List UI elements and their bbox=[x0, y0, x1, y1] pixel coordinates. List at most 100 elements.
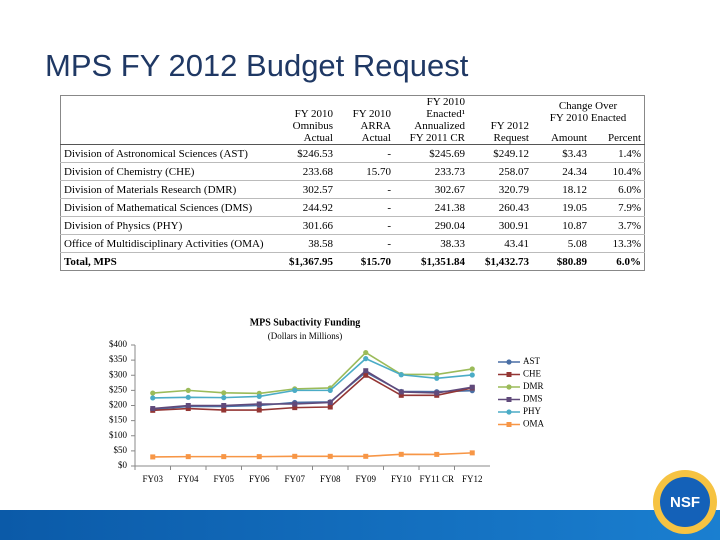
header-cell: FY 2010 ARRA Actual bbox=[336, 95, 394, 145]
data-point bbox=[398, 451, 404, 457]
cell-value: $1,351.84 bbox=[394, 252, 468, 271]
data-point bbox=[327, 453, 333, 459]
data-point bbox=[150, 395, 156, 401]
series-line bbox=[152, 374, 473, 412]
cell-value: - bbox=[336, 144, 394, 163]
data-point bbox=[363, 349, 369, 356]
chart-title: MPS Subactivity Funding bbox=[250, 317, 361, 328]
table-row: Division of Chemistry (CHE) 233.68 15.70 23… bbox=[60, 162, 645, 181]
table-row: Office of Multidisciplinary Activities (… bbox=[60, 234, 645, 253]
data-point bbox=[185, 454, 191, 460]
data-point bbox=[185, 394, 191, 400]
row-label: Division of Astronomical Sciences (AST) bbox=[60, 144, 272, 163]
cell-value: 38.33 bbox=[394, 234, 468, 253]
y-tick-label: $150 bbox=[109, 415, 128, 425]
data-point bbox=[221, 390, 227, 396]
data-point bbox=[434, 390, 440, 396]
y-tick-label: $0 bbox=[118, 460, 128, 470]
header-cell: FY 2010 Enacted¹ Annualized FY 2011 CR bbox=[394, 95, 468, 145]
data-point bbox=[398, 392, 404, 398]
cell-value: 300.91 bbox=[468, 216, 532, 235]
table-row: Division of Mathematical Sciences (DMS) 2… bbox=[60, 198, 645, 217]
row-label: Division of Materials Research (DMR) bbox=[60, 180, 272, 199]
cell-value: $1,367.95 bbox=[272, 252, 336, 271]
cell-value: 5.08 bbox=[532, 234, 590, 253]
x-tick-label: FY03 bbox=[142, 474, 163, 484]
cell-value: 302.67 bbox=[394, 180, 468, 199]
legend-label: DMS bbox=[523, 394, 543, 404]
y-tick-label: $100 bbox=[109, 430, 128, 440]
data-point bbox=[469, 366, 475, 372]
cell-value: 3.7% bbox=[590, 216, 645, 235]
series-line bbox=[152, 369, 473, 410]
cell-value: 15.70 bbox=[336, 162, 394, 181]
data-point bbox=[256, 407, 262, 413]
cell-value: 302.57 bbox=[272, 180, 336, 199]
y-tick-label: $250 bbox=[109, 384, 128, 394]
data-point bbox=[398, 372, 404, 378]
table-row: Total, MPS $1,367.95 $15.70 $1,351.84 $1,432… bbox=[60, 252, 645, 271]
y-tick-label: $350 bbox=[109, 354, 128, 364]
table-row: Division of Physics (PHY) 301.66-290.04 30… bbox=[60, 216, 645, 235]
row-label: Total, MPS bbox=[60, 252, 272, 271]
legend-label: OMA bbox=[523, 419, 545, 429]
x-tick-label: FY09 bbox=[355, 474, 376, 484]
row-label: Division of Chemistry (CHE) bbox=[60, 162, 272, 181]
row-label: Office of Multidisciplinary Activities (… bbox=[60, 234, 272, 253]
data-point bbox=[221, 395, 227, 401]
legend-marker bbox=[506, 372, 512, 377]
data-point bbox=[221, 407, 227, 413]
cell-value: 24.34 bbox=[532, 162, 590, 181]
x-tick-label: FY10 bbox=[391, 474, 412, 484]
data-point bbox=[327, 387, 333, 393]
cell-value: 19.05 bbox=[532, 198, 590, 217]
y-tick-label: $200 bbox=[109, 400, 128, 410]
data-point bbox=[185, 403, 191, 408]
legend-label: PHY bbox=[523, 406, 542, 416]
table-row: Division of Materials Research (DMR) 302.… bbox=[60, 180, 645, 199]
data-point bbox=[363, 372, 369, 378]
series-line bbox=[152, 357, 473, 399]
legend-label: DMR bbox=[523, 381, 544, 391]
y-tick-label: $300 bbox=[109, 369, 128, 379]
data-point bbox=[363, 356, 369, 362]
legend-label: AST bbox=[523, 356, 541, 366]
header-row: FY 2010 Omnibus Actual FY 2010 ARRA Actua… bbox=[60, 95, 645, 145]
series-line bbox=[152, 351, 473, 395]
legend-marker bbox=[506, 422, 512, 427]
x-tick-label: FY06 bbox=[249, 474, 270, 484]
cell-value: 241.38 bbox=[394, 198, 468, 217]
cell-value: $246.53 bbox=[272, 144, 336, 163]
data-point bbox=[434, 451, 440, 457]
table-body: Division of Astronomical Sciences (AST) $… bbox=[60, 144, 645, 271]
data-point bbox=[292, 401, 298, 407]
cell-value: $249.12 bbox=[468, 144, 532, 163]
cell-value: 10.4% bbox=[590, 162, 645, 181]
data-point bbox=[434, 375, 440, 381]
header-cell bbox=[60, 95, 272, 145]
cell-value: 7.9% bbox=[590, 198, 645, 217]
data-point bbox=[469, 450, 475, 456]
header-cell: FY 2012 Request bbox=[468, 95, 532, 145]
data-point bbox=[221, 454, 227, 460]
data-point bbox=[434, 371, 440, 378]
budget-table: FY 2010 Omnibus Actual FY 2010 ARRA Actua… bbox=[60, 95, 645, 271]
cell-value: 6.0% bbox=[590, 252, 645, 271]
data-point bbox=[185, 406, 191, 412]
cell-value: $3.43 bbox=[532, 144, 590, 163]
data-point bbox=[150, 390, 156, 396]
data-point bbox=[256, 454, 262, 460]
data-point bbox=[221, 403, 227, 408]
cell-value: $80.89 bbox=[532, 252, 590, 271]
x-tick-label: FY11 CR bbox=[420, 474, 454, 484]
data-point bbox=[398, 389, 404, 395]
row-label: Division of Mathematical Sciences (DMS) bbox=[60, 198, 272, 217]
y-tick-label: $400 bbox=[109, 339, 128, 349]
cell-value: 6.0% bbox=[590, 180, 645, 199]
x-tick-label: FY12 bbox=[462, 474, 483, 484]
x-tick-label: FY07 bbox=[284, 474, 305, 484]
data-point bbox=[150, 454, 156, 460]
data-point bbox=[292, 453, 298, 459]
logo-disc bbox=[660, 477, 710, 527]
